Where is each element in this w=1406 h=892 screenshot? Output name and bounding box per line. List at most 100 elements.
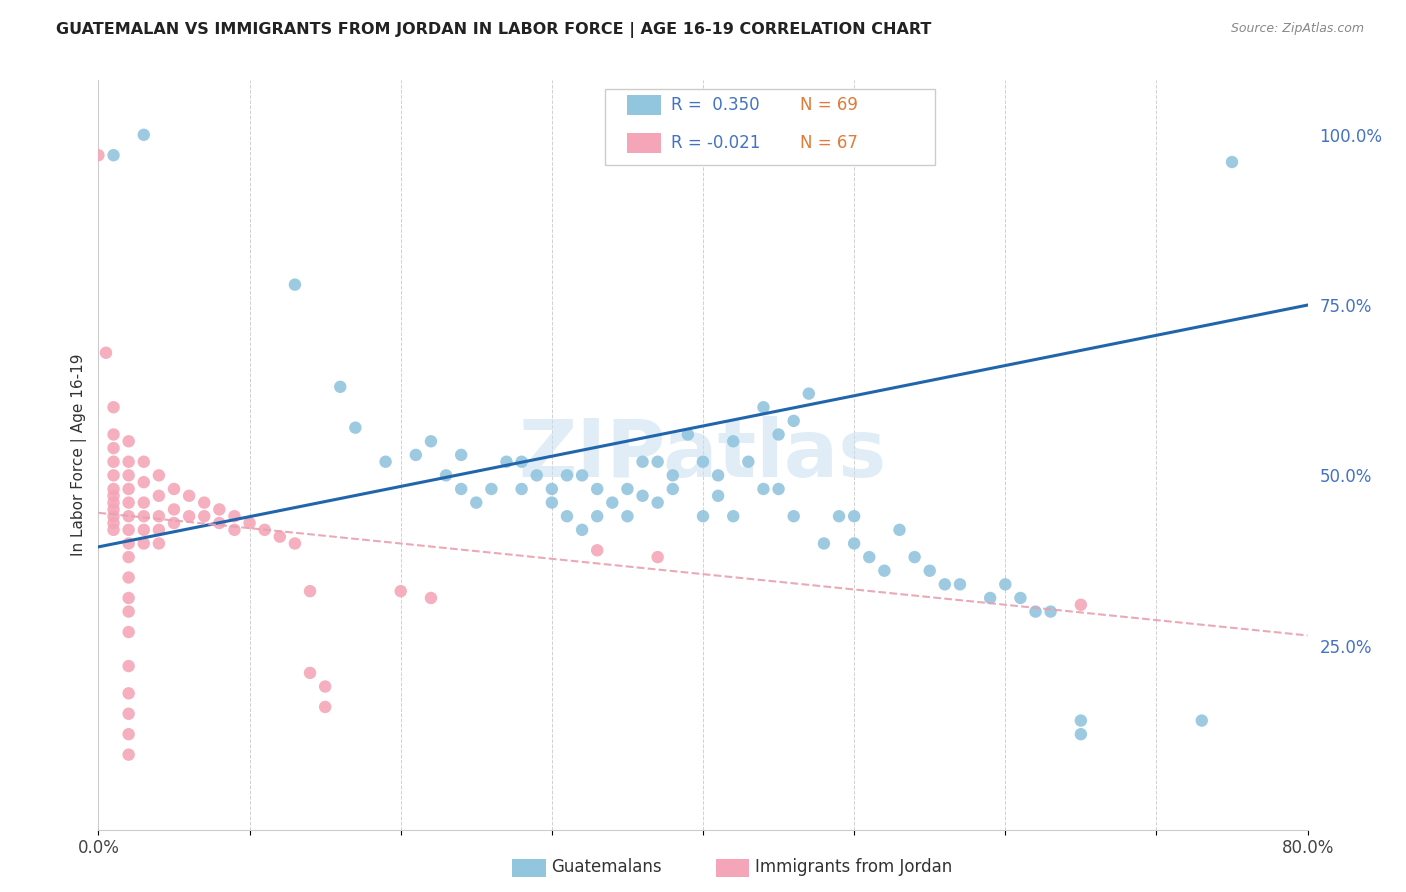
Point: [193, 495, 215, 509]
Point: [314, 680, 336, 694]
Point: [737, 455, 759, 469]
Point: [344, 420, 367, 434]
Point: [979, 591, 1001, 605]
Point: [723, 434, 745, 449]
Point: [374, 455, 396, 469]
Point: [299, 665, 322, 680]
Point: [118, 468, 141, 483]
Point: [873, 564, 896, 578]
Point: [631, 489, 654, 503]
Point: [918, 564, 941, 578]
Point: [844, 509, 866, 524]
Point: [118, 482, 141, 496]
Point: [103, 455, 125, 469]
Point: [586, 509, 609, 524]
Point: [844, 536, 866, 550]
Point: [1070, 598, 1092, 612]
Point: [103, 482, 125, 496]
Point: [118, 455, 141, 469]
Point: [586, 543, 609, 558]
Point: [510, 482, 533, 496]
Point: [647, 550, 669, 565]
Point: [103, 401, 125, 415]
Point: [723, 509, 745, 524]
Point: [495, 455, 517, 469]
Point: [571, 523, 593, 537]
Point: [179, 509, 201, 524]
Point: [103, 148, 125, 162]
Point: [163, 482, 186, 496]
Point: [1070, 727, 1092, 741]
Point: [253, 523, 276, 537]
Point: [692, 455, 714, 469]
Point: [768, 482, 790, 496]
Point: [118, 625, 141, 640]
Point: [540, 495, 562, 509]
Point: [118, 591, 141, 605]
Point: [118, 659, 141, 673]
Point: [329, 380, 352, 394]
Point: [118, 570, 141, 584]
Point: [132, 455, 155, 469]
Y-axis label: In Labor Force | Age 16-19: In Labor Force | Age 16-19: [72, 353, 87, 557]
Point: [858, 550, 880, 565]
Point: [103, 441, 125, 455]
Point: [132, 509, 155, 524]
Point: [118, 523, 141, 537]
Point: [1010, 591, 1032, 605]
Point: [87, 148, 110, 162]
Point: [889, 523, 911, 537]
Point: [797, 386, 820, 401]
Point: [103, 468, 125, 483]
Point: [405, 448, 427, 462]
Point: [450, 482, 472, 496]
Point: [555, 468, 578, 483]
Text: R =  0.350: R = 0.350: [671, 95, 759, 114]
Point: [132, 128, 155, 142]
Point: [132, 536, 155, 550]
Point: [1024, 605, 1046, 619]
Point: [676, 427, 699, 442]
Point: [224, 509, 246, 524]
Point: [707, 468, 730, 483]
Point: [103, 509, 125, 524]
Point: [118, 706, 141, 721]
Text: Immigrants from Jordan: Immigrants from Jordan: [755, 858, 952, 876]
Text: Source: ZipAtlas.com: Source: ZipAtlas.com: [1230, 22, 1364, 36]
Point: [450, 448, 472, 462]
Point: [1039, 605, 1062, 619]
Point: [163, 516, 186, 530]
Point: [994, 577, 1017, 591]
Point: [420, 434, 443, 449]
Point: [132, 523, 155, 537]
Point: [284, 277, 307, 292]
Point: [208, 502, 231, 516]
Point: [616, 482, 638, 496]
Point: [631, 455, 654, 469]
Point: [314, 700, 336, 714]
Point: [586, 482, 609, 496]
Point: [148, 489, 170, 503]
Point: [465, 495, 488, 509]
Point: [434, 468, 457, 483]
Point: [661, 482, 683, 496]
Text: GUATEMALAN VS IMMIGRANTS FROM JORDAN IN LABOR FORCE | AGE 16-19 CORRELATION CHAR: GUATEMALAN VS IMMIGRANTS FROM JORDAN IN …: [56, 22, 932, 38]
Point: [94, 345, 117, 359]
Point: [118, 686, 141, 700]
Point: [555, 509, 578, 524]
Point: [904, 550, 927, 565]
Point: [481, 482, 503, 496]
Point: [299, 584, 322, 599]
Point: [783, 509, 806, 524]
Point: [163, 502, 186, 516]
Text: ZIPatlas: ZIPatlas: [519, 416, 887, 494]
Point: [616, 509, 638, 524]
Point: [813, 536, 835, 550]
Text: N = 69: N = 69: [800, 95, 858, 114]
Point: [132, 475, 155, 490]
Point: [526, 468, 548, 483]
Point: [783, 414, 806, 428]
Point: [540, 482, 562, 496]
Point: [510, 455, 533, 469]
Point: [571, 468, 593, 483]
